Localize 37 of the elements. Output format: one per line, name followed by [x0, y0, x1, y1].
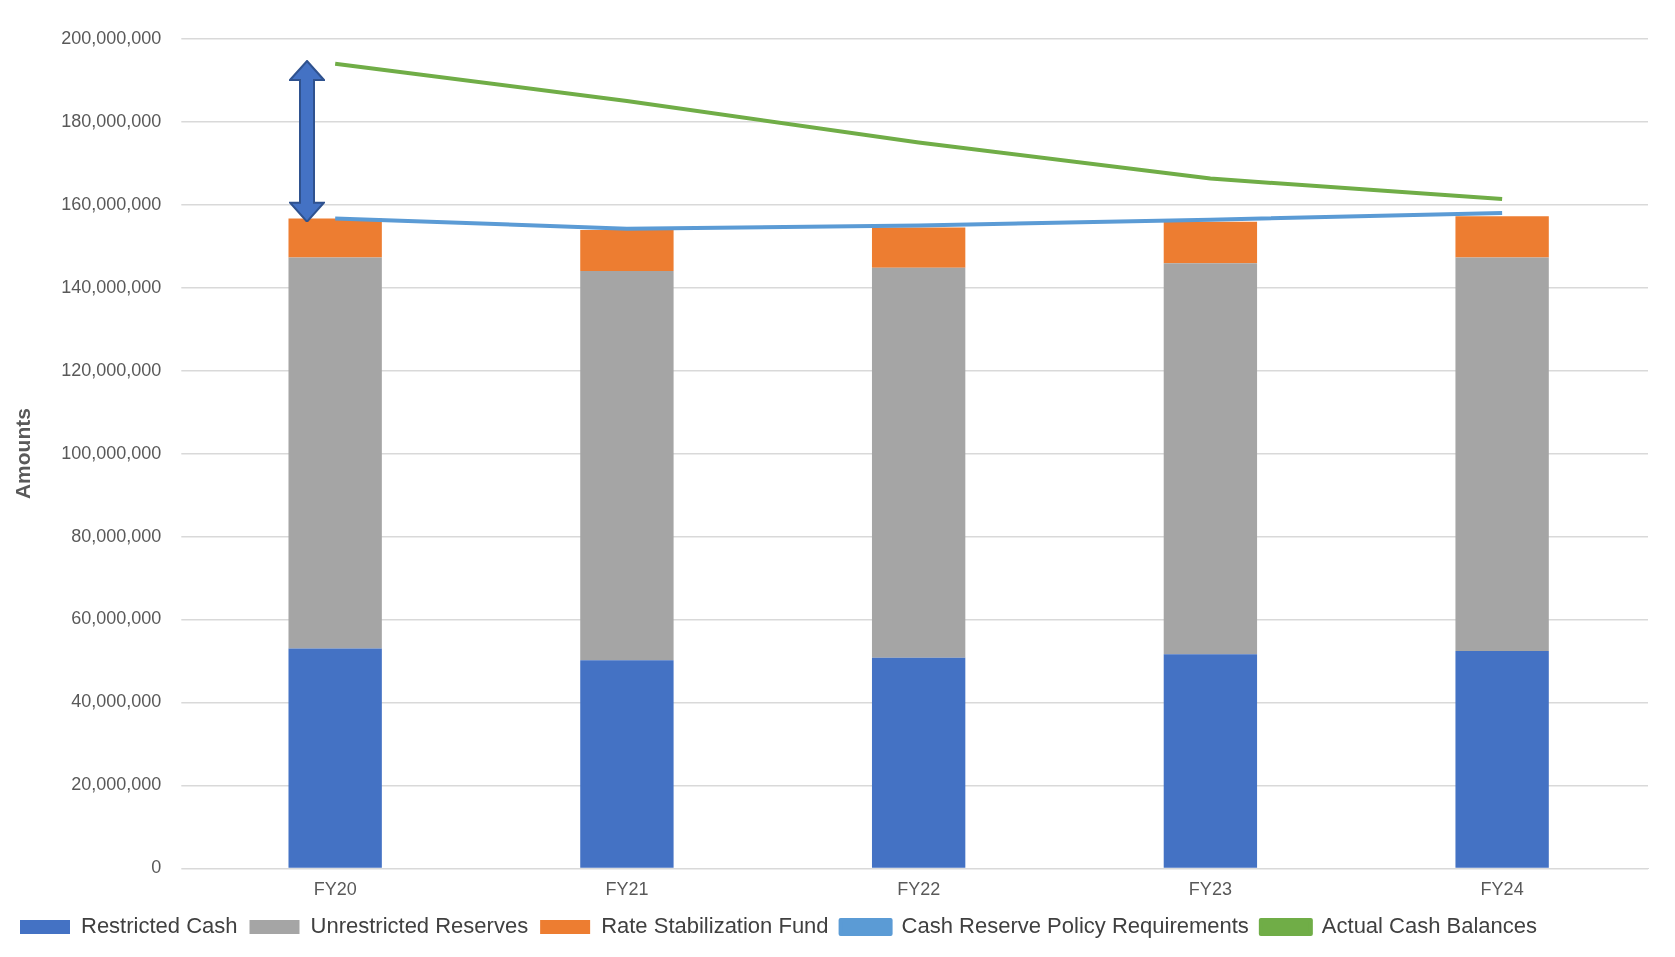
x-tick-label: FY24 — [1480, 879, 1524, 900]
x-tick-label: FY22 — [897, 879, 941, 900]
bar — [1163, 263, 1258, 655]
bar — [871, 657, 966, 868]
bar — [1163, 221, 1258, 264]
y-tick-label: 120,000,000 — [61, 359, 162, 380]
y-axis-title: Amounts — [11, 408, 35, 500]
y-tick-label: 140,000,000 — [61, 276, 162, 297]
y-tick-label: 40,000,000 — [71, 691, 162, 712]
x-tick-label: FY20 — [313, 879, 357, 900]
y-tick-label: 0 — [151, 857, 162, 878]
y-tick-label: 80,000,000 — [71, 525, 162, 546]
y-tick-label: 200,000,000 — [61, 27, 162, 48]
y-tick-label: 100,000,000 — [61, 442, 162, 463]
bar — [1455, 257, 1549, 652]
bar — [871, 267, 966, 658]
y-tick-label: 160,000,000 — [61, 193, 162, 214]
bar — [580, 271, 674, 661]
bar — [1455, 651, 1549, 868]
bar — [1455, 216, 1549, 258]
bar — [580, 660, 674, 868]
bar — [288, 257, 382, 649]
legend-label: Unrestricted Reserves — [310, 913, 529, 939]
bar — [871, 227, 966, 268]
legend-label: Rate Stabilization Fund — [601, 913, 829, 939]
y-tick-label: 20,000,000 — [71, 774, 162, 795]
x-tick-label: FY21 — [605, 879, 649, 900]
bar — [580, 230, 674, 272]
legend-label: Actual Cash Balances — [1321, 913, 1538, 939]
bar — [288, 218, 382, 258]
legend-label: Cash Reserve Policy Requirements — [901, 913, 1249, 939]
legend-label: Restricted Cash — [81, 913, 238, 939]
y-tick-label: 180,000,000 — [61, 110, 162, 131]
bar — [288, 648, 382, 868]
y-tick-label: 60,000,000 — [71, 608, 162, 629]
x-tick-label: FY23 — [1188, 879, 1232, 900]
bar — [1163, 654, 1258, 868]
